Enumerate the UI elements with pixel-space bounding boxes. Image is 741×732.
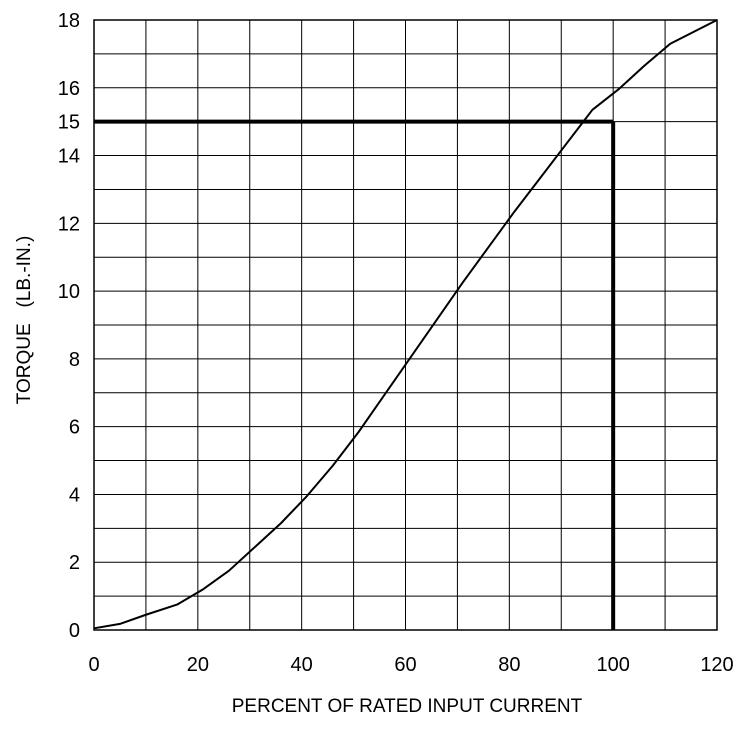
x-tick-label: 40 [291, 654, 313, 676]
torque-curve [93, 19, 718, 630]
y-tick-label: 6 [69, 417, 80, 439]
y-tick-label: 18 [58, 10, 80, 32]
y-tick-label: 0 [69, 620, 80, 642]
grid-lines [93, 19, 718, 631]
y-tick-label: 16 [58, 78, 80, 100]
y-tick-label: 2 [69, 552, 80, 574]
plot-frame [93, 19, 718, 631]
y-tick-label: 12 [58, 213, 80, 235]
y-tick-label: 15 [58, 112, 80, 134]
x-tick-label: 100 [596, 654, 629, 676]
reference-lines [94, 119, 616, 630]
x-tick-label: 20 [187, 654, 209, 676]
x-tick-label: 60 [394, 654, 416, 676]
y-tick-label: 14 [58, 146, 80, 168]
y-tick-label: 4 [69, 484, 80, 506]
torque-curve-group [93, 19, 718, 630]
tick-labels: 0 20 40 60 80 100 120 0 2 4 6 8 10 12 14 15 16 18 [58, 10, 734, 676]
x-axis-label: PERCENT OF RATED INPUT CURRENT [232, 696, 583, 717]
x-tick-label: 0 [88, 654, 99, 676]
x-tick-label: 120 [700, 654, 733, 676]
y-axis-label: TORQUE (LB.-IN.) [14, 236, 35, 405]
x-tick-label: 80 [498, 654, 520, 676]
y-tick-label: 10 [58, 281, 80, 303]
y-tick-label: 8 [69, 349, 80, 371]
